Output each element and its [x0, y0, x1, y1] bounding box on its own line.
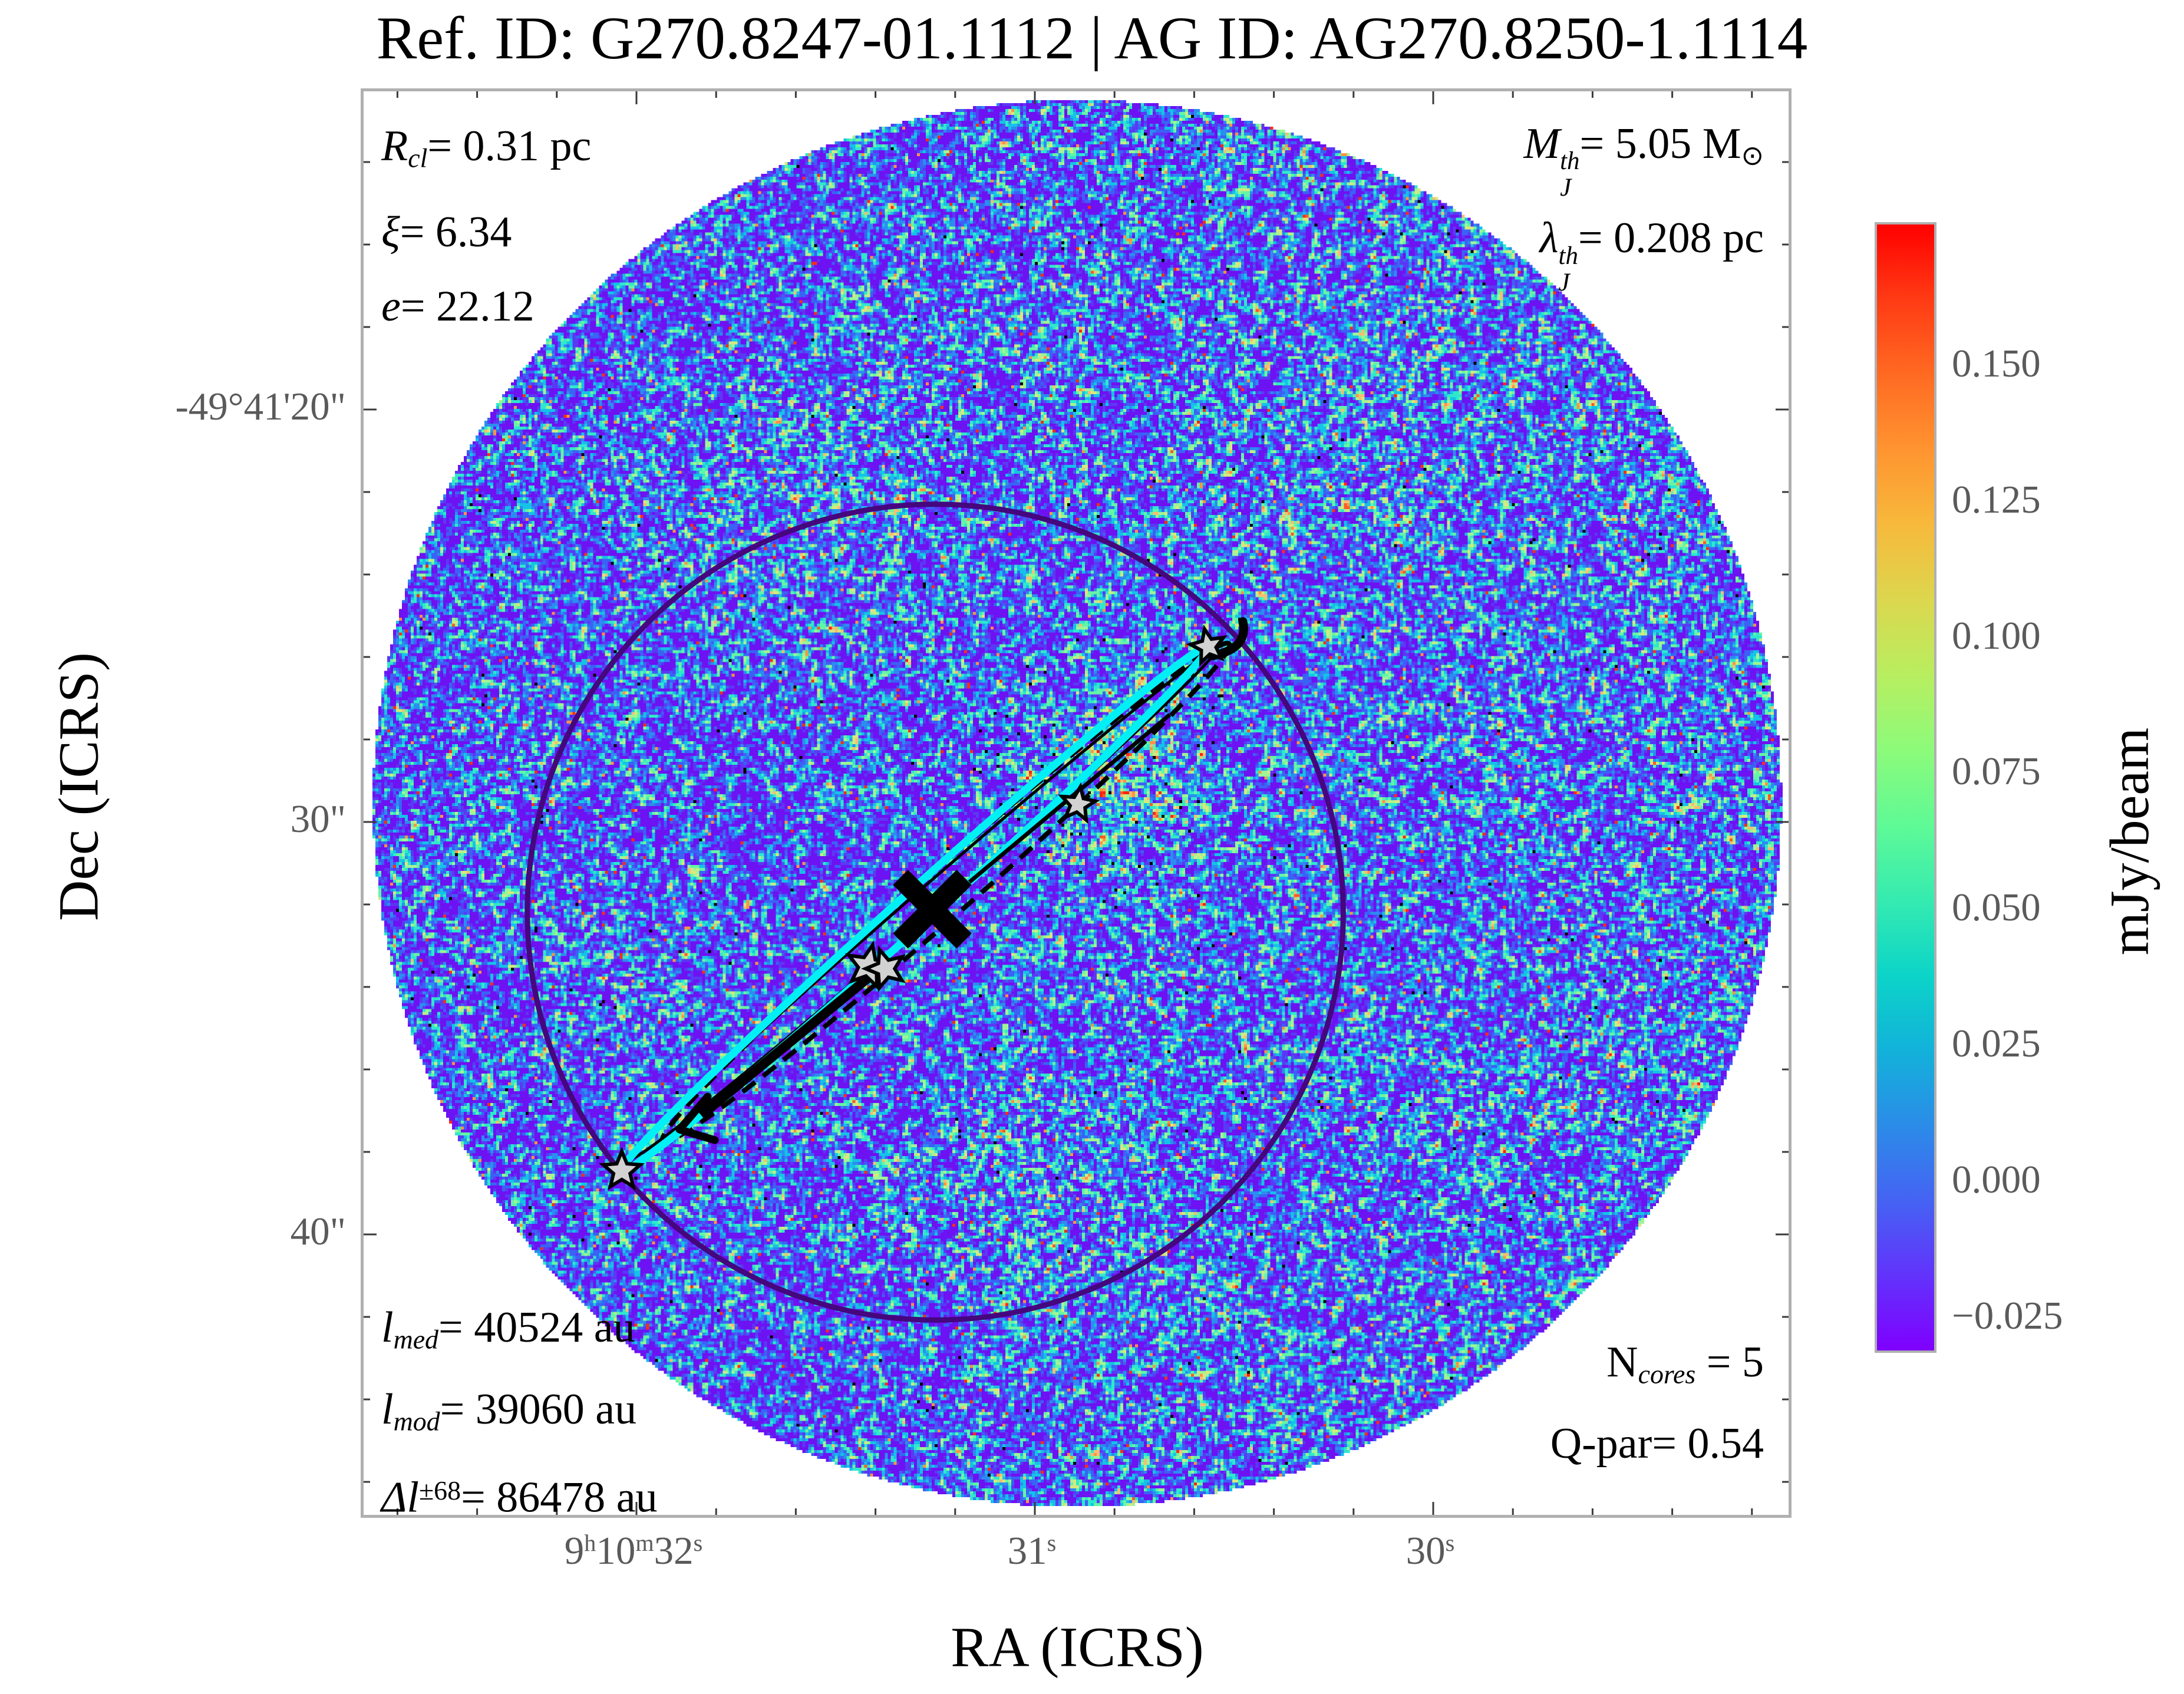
- x-tick-label-2: 31s: [1007, 1529, 1057, 1573]
- y-tick-label-2: 30": [290, 797, 346, 841]
- core-star-marker: [861, 945, 906, 992]
- annotation-bottom-left-line-1: lmed= 40524 au: [381, 1303, 635, 1355]
- annotation-bottom-right: Ncores = 5 Q-par= 0.54: [1550, 1328, 1764, 1478]
- colorbar-tick-label-6: 0.025: [1952, 1022, 2041, 1065]
- annotation-top-right-line-2: λ th J = 0.208 pc: [1539, 214, 1764, 296]
- clump-radius-circle: [524, 501, 1346, 1323]
- y-tick-label-1: -49°41'20": [175, 385, 346, 428]
- annotation-top-left-line-2: ξ= 6.34: [381, 208, 512, 257]
- annotation-bottom-left-line-2: lmod= 39060 au: [381, 1385, 637, 1437]
- colorbar: [1875, 222, 1936, 1353]
- colorbar-tick-label-1: 0.150: [1952, 342, 2041, 386]
- annotation-top-left: Rcl= 0.31 pc ξ= 6.34 e= 22.12: [381, 109, 591, 344]
- core-star-marker: [599, 1147, 645, 1191]
- annotation-bottom-left: lmed= 40524 au lmod= 39060 au Δl±68= 86478…: [381, 1293, 658, 1533]
- figure-title: Ref. ID: G270.8247-01.1112 | AG ID: AG27…: [376, 5, 1808, 72]
- core-star-marker: [1058, 782, 1100, 824]
- colorbar-tick-label-7: 0.000: [1952, 1157, 2041, 1201]
- filament-spine-segment: [698, 959, 889, 1120]
- x-axis-label: RA (ICRS): [951, 1615, 1204, 1679]
- x-tick-label-1: 9h10m32s: [564, 1529, 703, 1573]
- colorbar-tick-label-5: 0.050: [1952, 886, 2041, 930]
- annotation-bottom-right-line-1: Ncores = 5: [1606, 1338, 1764, 1389]
- annotation-top-left-line-1: Rcl= 0.31 pc: [381, 122, 592, 173]
- x-tick-label-3: 30s: [1406, 1529, 1455, 1573]
- y-tick-label-3: 40": [290, 1210, 346, 1253]
- colorbar-tick-label-4: 0.075: [1952, 749, 2041, 794]
- filament-arrow-head: [675, 1092, 719, 1144]
- y-axis-label: Dec (ICRS): [47, 652, 110, 921]
- annotation-bottom-right-line-2: Q-par= 0.54: [1550, 1419, 1764, 1468]
- colorbar-tick-label-8: −0.025: [1952, 1293, 2063, 1338]
- colorbar-tick-label-3: 0.100: [1952, 613, 2041, 658]
- center-cross: [893, 870, 972, 949]
- core-star-marker: [1186, 624, 1228, 667]
- colorbar-tick-label-2: 0.125: [1952, 477, 2041, 521]
- colorbar-label: mJy/beam: [2099, 727, 2160, 956]
- annotation-top-left-line-3: e= 22.12: [381, 282, 535, 331]
- annotation-bottom-left-line-3: Δl±68= 86478 au: [381, 1474, 658, 1522]
- overlay-svg: [364, 91, 1789, 1515]
